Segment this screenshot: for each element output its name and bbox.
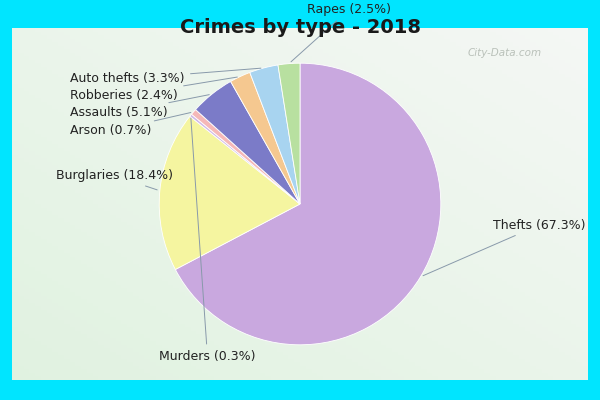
Text: Burglaries (18.4%): Burglaries (18.4%) <box>56 169 173 190</box>
Wedge shape <box>250 65 300 204</box>
Text: Crimes by type - 2018: Crimes by type - 2018 <box>179 18 421 37</box>
Text: Assaults (5.1%): Assaults (5.1%) <box>70 95 209 119</box>
Wedge shape <box>190 114 300 204</box>
Wedge shape <box>159 116 300 270</box>
Wedge shape <box>191 110 300 204</box>
Text: Rapes (2.5%): Rapes (2.5%) <box>291 3 391 62</box>
Wedge shape <box>230 72 300 204</box>
Wedge shape <box>196 82 300 204</box>
Text: City-Data.com: City-Data.com <box>468 48 542 58</box>
Text: Murders (0.3%): Murders (0.3%) <box>159 118 256 362</box>
Wedge shape <box>278 63 300 204</box>
Wedge shape <box>175 63 441 345</box>
Text: Thefts (67.3%): Thefts (67.3%) <box>423 219 586 276</box>
Text: Auto thefts (3.3%): Auto thefts (3.3%) <box>70 68 261 85</box>
Text: Robberies (2.4%): Robberies (2.4%) <box>70 77 238 102</box>
Text: Arson (0.7%): Arson (0.7%) <box>70 112 191 137</box>
